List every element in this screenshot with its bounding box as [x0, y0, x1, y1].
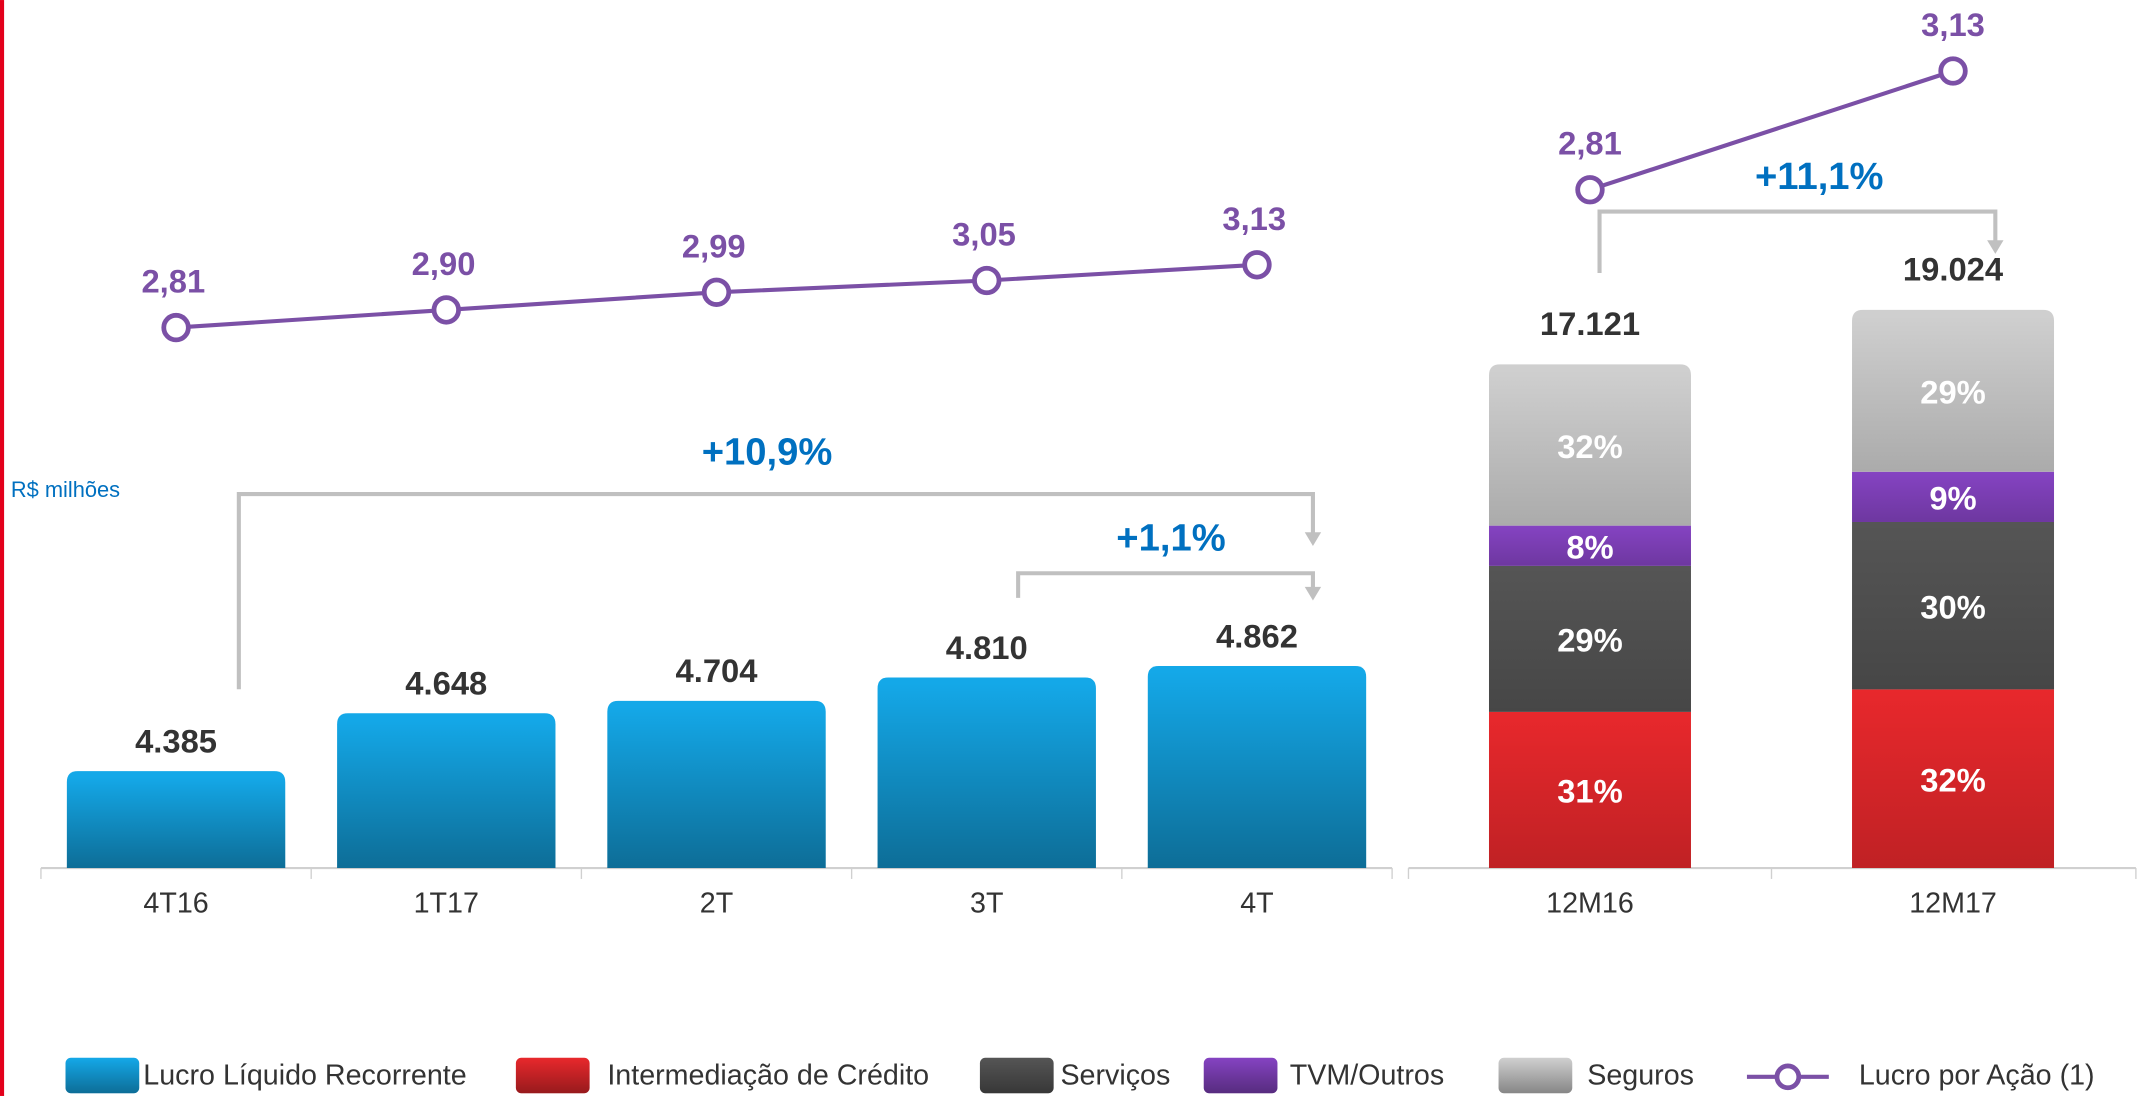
- eps-label: 3,13: [1222, 200, 1286, 237]
- eps-point: [1938, 56, 1968, 86]
- segment-label: 8%: [1566, 528, 1613, 565]
- bar-shade: [607, 706, 826, 869]
- total-label: 19.024: [1903, 250, 2004, 287]
- bar-value-label: 4.648: [405, 665, 487, 702]
- segment-shade: [1852, 315, 2055, 472]
- segment-shade: [1488, 565, 1691, 712]
- eps-label: 2,90: [412, 245, 476, 282]
- total-label: 17.121: [1540, 305, 1640, 342]
- bar-value-label: 4.810: [946, 629, 1028, 666]
- segment-shade: [1488, 369, 1691, 526]
- legend-label: Intermediação de Crédito: [607, 1059, 929, 1091]
- x-tick-label: 3T: [970, 887, 1003, 919]
- segment-label: 29%: [1557, 622, 1623, 659]
- segment-label: 9%: [1929, 480, 1976, 517]
- legend-swatch-shade: [1498, 1057, 1573, 1094]
- legend-label: Lucro por Ação (1): [1859, 1059, 2095, 1091]
- segment-label: 29%: [1920, 374, 1986, 411]
- segment-shade: [1852, 521, 2055, 690]
- growth-annotation: +1,1%: [1116, 517, 1225, 560]
- x-tick-label: 12M17: [1909, 887, 1997, 919]
- legend-label: Seguros: [1587, 1059, 1694, 1091]
- bracket: [236, 492, 1315, 690]
- bracket: [1597, 209, 1998, 273]
- x-tick-label: 4T16: [143, 887, 208, 919]
- legend-marker: [1774, 1063, 1802, 1091]
- bar-shade: [1147, 671, 1367, 869]
- segment-label: 30%: [1920, 588, 1986, 625]
- x-tick-label: 4T: [1240, 887, 1273, 919]
- bar-value-label: 4.385: [135, 723, 217, 760]
- legend-swatch-shade: [1203, 1057, 1278, 1094]
- eps-line: [1589, 69, 1954, 192]
- bracket-arrow: [1987, 240, 2004, 254]
- segment-label: 32%: [1557, 428, 1623, 465]
- eps-point: [1242, 250, 1272, 280]
- bracket-arrow: [1304, 532, 1322, 546]
- eps-label: 2,81: [141, 263, 205, 300]
- x-tick-label: 1T17: [414, 887, 479, 919]
- eps-point: [1575, 175, 1605, 205]
- segment-label: 32%: [1920, 761, 1986, 798]
- eps-point: [431, 295, 461, 325]
- bar-shade: [66, 776, 286, 869]
- x-tick-label: 2T: [700, 887, 733, 919]
- legend-label: Lucro Líquido Recorrente: [143, 1059, 466, 1091]
- eps-label: 2,81: [1558, 125, 1622, 162]
- legend-swatch-shade: [515, 1057, 590, 1094]
- eps-point: [161, 312, 191, 343]
- legend-swatch-shade: [979, 1057, 1054, 1094]
- segment-label: 31%: [1557, 773, 1623, 810]
- bracket-arrow: [1304, 586, 1322, 601]
- growth-annotation: +10,9%: [702, 431, 833, 474]
- page-border: [0, 0, 5, 1096]
- segment-shade: [1488, 525, 1691, 566]
- eps-label: 2,99: [682, 227, 746, 264]
- eps-label: 3,05: [952, 215, 1016, 252]
- legend-swatch-shade: [65, 1057, 140, 1094]
- bar-shade: [337, 718, 556, 869]
- segment-shade: [1488, 711, 1691, 869]
- bar-value-label: 4.862: [1216, 617, 1298, 654]
- growth-annotation: +11,1%: [1755, 155, 1884, 198]
- eps-point: [701, 277, 732, 307]
- x-tick-label: 12M16: [1546, 887, 1634, 919]
- segment-shade: [1852, 689, 2055, 869]
- bar-value-label: 4.704: [676, 652, 759, 689]
- bracket: [1016, 571, 1315, 598]
- legend-label: TVM/Outros: [1290, 1059, 1444, 1091]
- segment-shade: [1852, 471, 2055, 522]
- eps-point: [972, 265, 1002, 296]
- bar-shade: [877, 682, 1096, 869]
- legend-label: Serviços: [1060, 1059, 1170, 1091]
- eps-label: 3,13: [1921, 6, 1985, 43]
- unit-label: R$ milhões: [11, 477, 120, 502]
